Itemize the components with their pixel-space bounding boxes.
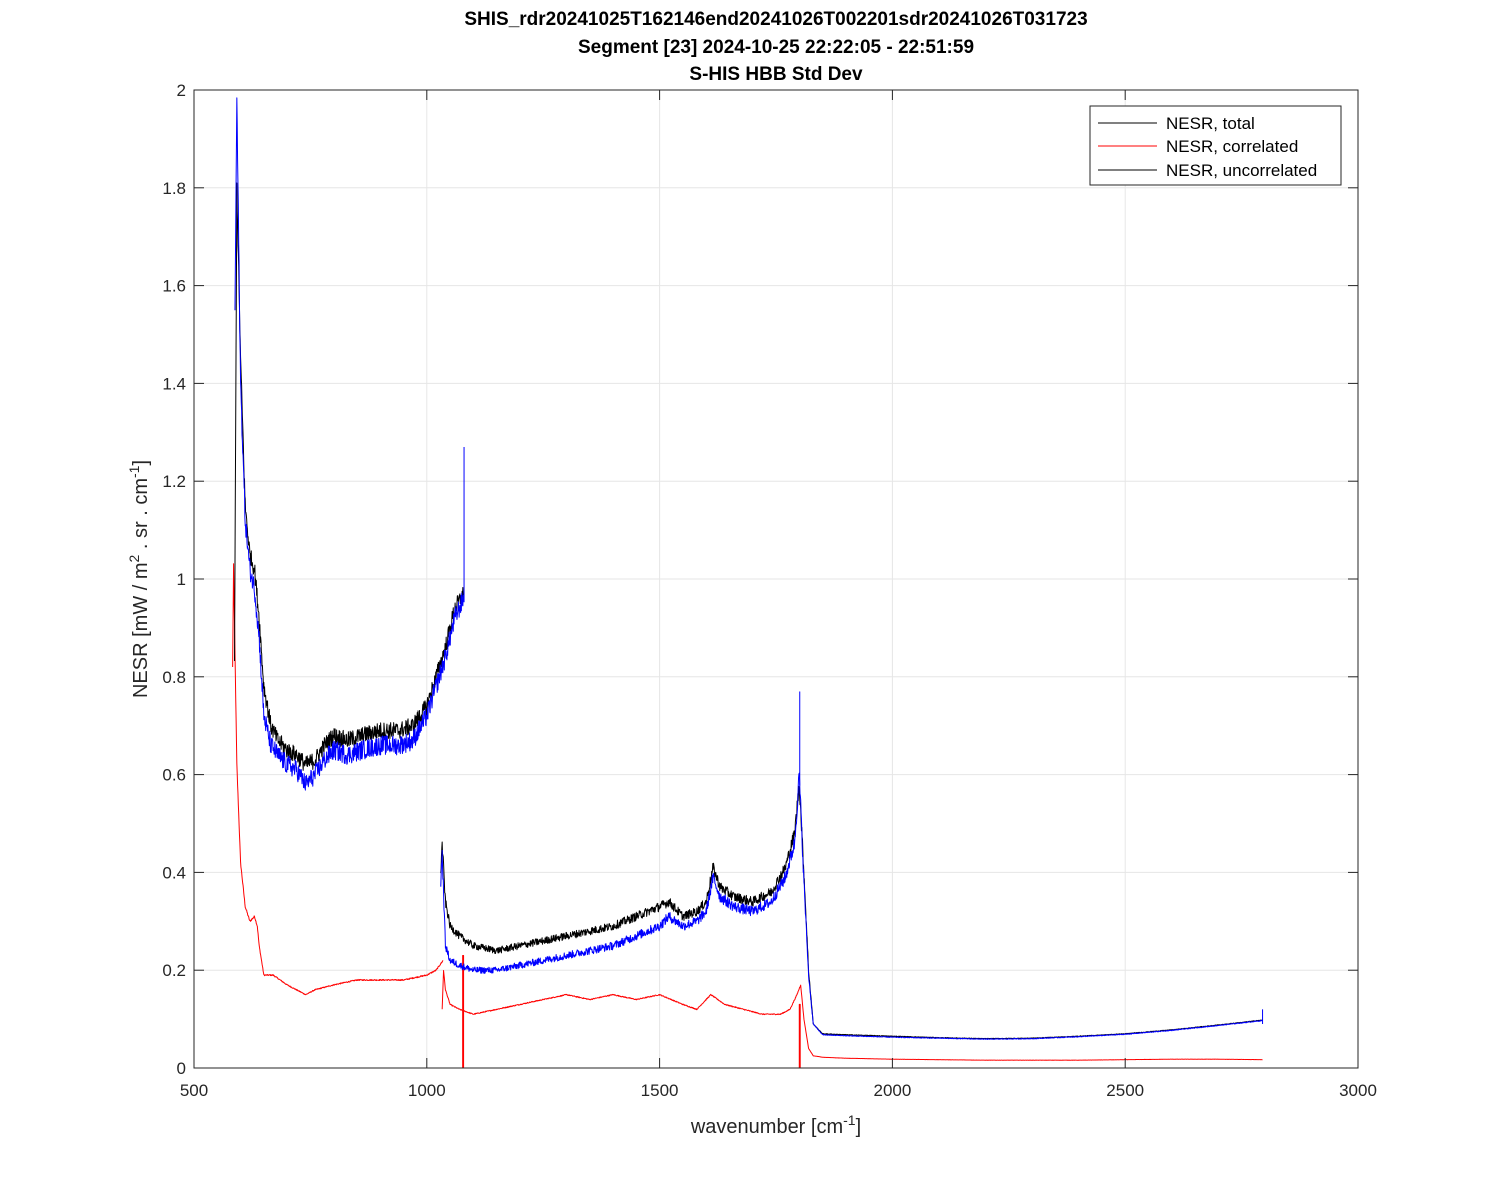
legend-label-total: NESR, total [1166,114,1255,133]
grid-layer [194,90,1358,1068]
x-tick-label: 2500 [1106,1081,1144,1100]
y-tick-label: 1.4 [162,374,186,393]
chart-title-line-1: SHIS_rdr20241025T162146end20241026T00220… [464,9,1087,30]
y-tick-label: 0.8 [162,668,186,687]
x-axis-label: wavenumber [cm-1] [690,1112,861,1138]
series-line-nesr-correlated-seg-0 [232,563,444,996]
x-tick-label: 3000 [1339,1081,1377,1100]
x-tick-label: 1500 [641,1081,679,1100]
plot-area [232,97,1264,1068]
y-tick-label: 2 [177,81,186,100]
series-layer [232,97,1264,1068]
series-line-nesr-uncorrelated-seg-0 [234,97,465,791]
legend-label-correlated: NESR, correlated [1166,137,1298,156]
y-axis-label: NESR [mW / m2 . sr . cm-1] [126,460,152,698]
x-tick-label: 1000 [408,1081,446,1100]
x-tick-label: 500 [180,1081,208,1100]
y-tick-label: 0 [177,1059,186,1078]
y-tick-label: 1 [177,570,186,589]
y-tick-label: 1.2 [162,472,186,491]
y-tick-label: 1.8 [162,179,186,198]
chart-title-line-3: S-HIS HBB Std Dev [689,64,863,85]
y-tick-label: 1.6 [162,277,186,296]
y-tick-label: 0.4 [162,863,186,882]
series-line-nesr-correlated-seg-3 [798,1003,801,1068]
series-line-nesr-total-seg-0 [234,182,465,771]
y-tick-label: 0.6 [162,766,186,785]
series-line-nesr-correlated-seg-1 [441,970,1263,1061]
axes-layer: 500 1000 1500 2000 2500 3000 0 0.2 0.4 0.6 0.8 1 1.2… [162,81,1377,1100]
legend-label-uncorrelated: NESR, uncorrelated [1166,161,1317,180]
x-tick-label: 2000 [873,1081,911,1100]
series-line-nesr-total-seg-1 [440,785,1263,1040]
series-line-nesr-uncorrelated-seg-1 [440,772,1263,1040]
series-line-nesr-correlated-seg-2 [462,955,465,1068]
chart-title-line-2: Segment [23] 2024-10-25 22:22:05 - 22:51… [578,37,974,58]
legend: NESR, total NESR, correlated NESR, uncor… [1089,105,1342,186]
y-tick-label: 0.2 [162,961,186,980]
chart-title-group: SHIS_rdr20241025T162146end20241026T00220… [464,9,1087,85]
